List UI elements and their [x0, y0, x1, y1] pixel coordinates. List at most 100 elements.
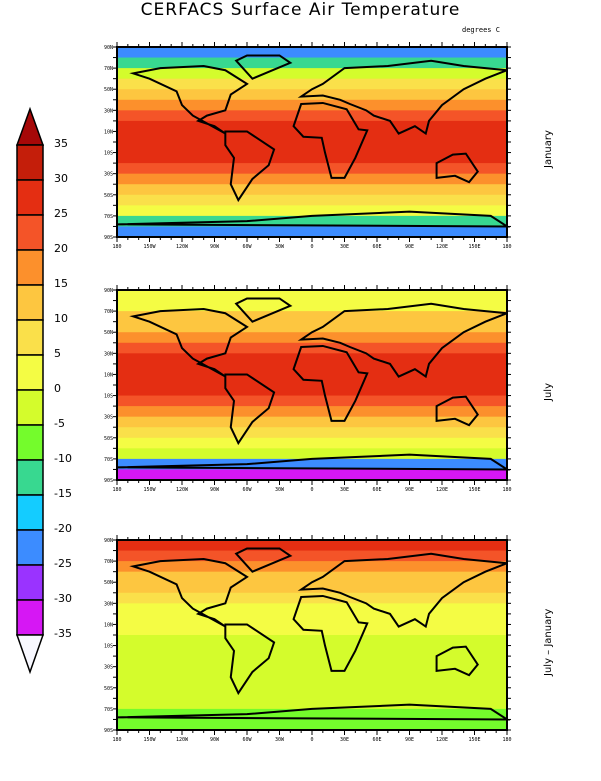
latitude-label: 70S: [104, 707, 113, 713]
longitude-label: 0: [310, 487, 313, 493]
latitude-label: 30N: [104, 108, 113, 114]
colorbar-swatch: [16, 249, 44, 286]
latitude-label: 30S: [104, 415, 113, 421]
coastline: [292, 344, 369, 422]
longitude-label: 30W: [275, 244, 285, 250]
colorbar-swatch: [16, 284, 44, 321]
coastline: [234, 297, 293, 323]
longitude-label: 180: [502, 244, 511, 250]
colorbar-tick-label: 5: [54, 347, 61, 360]
colorbar-swatch: [16, 389, 44, 426]
units-label: degrees C: [462, 26, 500, 34]
temperature-band: [117, 332, 507, 344]
coastline: [224, 373, 276, 446]
longitude-label: 60E: [372, 487, 381, 493]
longitude-label: 180: [502, 737, 511, 743]
colorbar-swatch: [16, 424, 44, 461]
longitude-label: 0: [310, 737, 313, 743]
temperature-band: [117, 666, 507, 678]
longitude-label: 150W: [143, 487, 156, 493]
colorbar-tick-label: 15: [54, 277, 68, 290]
colorbar-tick-label: 0: [54, 382, 61, 395]
latitude-label: 10N: [104, 622, 113, 628]
panel-label-difference: July – January: [543, 608, 554, 676]
coastline: [234, 54, 293, 80]
temperature-band: [117, 215, 507, 227]
longitude-label: 180: [502, 487, 511, 493]
latitude-label: 50S: [104, 436, 113, 442]
longitude-label: 120E: [436, 244, 448, 250]
coastline: [234, 547, 293, 573]
latitude-label: 70N: [104, 559, 113, 565]
temperature-band: [117, 395, 507, 407]
longitude-label: 90W: [210, 737, 220, 743]
latitude-label: 30N: [104, 351, 113, 357]
latitude-label: 10N: [104, 372, 113, 378]
colorbar-under-triangle: [15, 634, 45, 675]
temperature-band: [117, 437, 507, 449]
longitude-label: 60E: [372, 244, 381, 250]
longitude-label: 150W: [143, 737, 156, 743]
latitude-label: 90N: [104, 288, 113, 294]
latitude-label: 90N: [104, 45, 113, 51]
temperature-band: [117, 47, 507, 59]
colorbar-swatch: [16, 214, 44, 251]
colorbar-swatch: [16, 599, 44, 636]
longitude-label: 180: [112, 737, 121, 743]
temperature-band: [117, 353, 507, 365]
coastline: [129, 64, 249, 135]
latitude-label: 30N: [104, 601, 113, 607]
coastline: [435, 152, 479, 184]
latitude-label: 70N: [104, 66, 113, 72]
temperature-band: [117, 152, 507, 164]
coastline: [435, 645, 479, 677]
longitude-label: 120E: [436, 737, 448, 743]
longitude-label: 60W: [242, 737, 252, 743]
colorbar-tick-label: -5: [54, 417, 65, 430]
temperature-band: [117, 540, 507, 552]
colorbar-tick-label: -30: [54, 592, 72, 605]
colorbar-swatch: [16, 459, 44, 496]
longitude-label: 90E: [405, 737, 414, 743]
colorbar-tick-label: -20: [54, 522, 72, 535]
longitude-label: 150W: [143, 244, 156, 250]
longitude-label: 30E: [340, 737, 349, 743]
colorbar-tick-label: 30: [54, 172, 68, 185]
temperature-band: [117, 448, 507, 460]
temperature-band: [117, 635, 507, 647]
coastline: [297, 59, 508, 136]
temperature-band: [117, 142, 507, 154]
latitude-label: 90S: [104, 235, 113, 241]
colorbar-tick-label: 20: [54, 242, 68, 255]
temperature-band: [117, 57, 507, 69]
temperature-band: [117, 311, 507, 323]
latitude-label: 30S: [104, 665, 113, 671]
temperature-band: [117, 550, 507, 562]
temperature-band: [117, 89, 507, 101]
temperature-band: [117, 321, 507, 333]
latitude-label: 50N: [104, 87, 113, 93]
latitude-label: 10S: [104, 151, 113, 157]
colorbar-swatch: [16, 494, 44, 531]
temperature-band: [117, 416, 507, 428]
latitude-label: 30S: [104, 172, 113, 178]
temperature-band: [117, 677, 507, 689]
temperature-band: [117, 656, 507, 668]
longitude-label: 150E: [468, 487, 480, 493]
colorbar-tick-label: 10: [54, 312, 68, 325]
temperature-band: [117, 687, 507, 699]
longitude-label: 180: [112, 244, 121, 250]
latitude-label: 10S: [104, 394, 113, 400]
longitude-label: 90E: [405, 244, 414, 250]
latitude-label: 10S: [104, 644, 113, 650]
temperature-band: [117, 582, 507, 594]
temperature-band: [117, 78, 507, 90]
latitude-label: 70N: [104, 309, 113, 315]
latitude-label: 50S: [104, 686, 113, 692]
latitude-label: 10N: [104, 129, 113, 135]
latitude-label: 90S: [104, 728, 113, 734]
longitude-label: 60E: [372, 737, 381, 743]
coastline: [297, 302, 508, 379]
longitude-label: 180: [112, 487, 121, 493]
